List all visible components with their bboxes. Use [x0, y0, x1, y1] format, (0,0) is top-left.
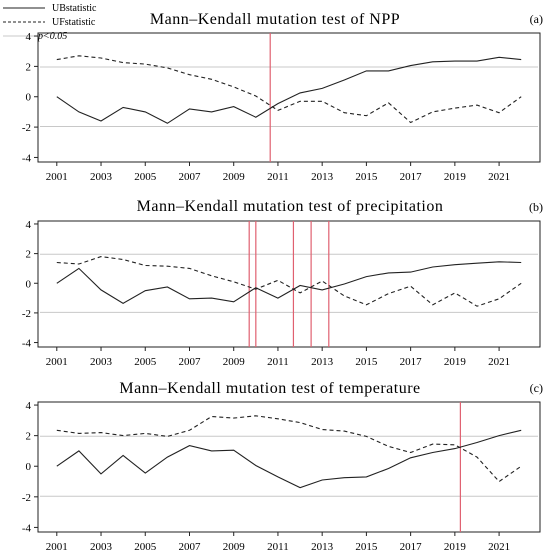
panel-c-ub-line	[56, 429, 522, 489]
panel-c-title: Mann–Kendall mutation test of temperatur…	[119, 380, 420, 397]
panel-a-x-tick-label: 2003	[90, 171, 113, 183]
panel-c-x-tick-label: 2003	[90, 541, 113, 553]
panel-c-x-tick-label: 2021	[488, 541, 510, 553]
panel-c-x-tick-label: 2009	[223, 541, 246, 553]
panel-b-x-tick-label: 2019	[444, 356, 467, 368]
panel-a-uf-line	[56, 55, 522, 124]
legend-p-label: p<0.05	[37, 31, 67, 42]
panel-b-x-tick-label: 2009	[223, 356, 246, 368]
panel-a-x-tick-label: 2011	[267, 171, 289, 183]
panel-b-x-tick-label: 2015	[355, 356, 378, 368]
panel-b-x-tick-label: 2017	[400, 356, 423, 368]
panel-c-x-tick-label: 2005	[134, 541, 157, 553]
panel-a-x-tick-label: 2021	[488, 171, 510, 183]
panel-b-x-tick-label: 2011	[267, 356, 289, 368]
panel-c-y-tick-label: 0	[26, 461, 32, 473]
panel-a-x-tick-label: 2015	[355, 171, 378, 183]
panel-b-uf-line	[56, 256, 522, 307]
panel-a-y-tick-label: -2	[22, 122, 31, 134]
panel-b-plot: -4 -2 0 2 4 2001 2003 2005 2007 2009 2011 2013 2015 2…	[22, 219, 541, 368]
panel-c-y-tick-label: -4	[22, 522, 32, 534]
panel-a-x-tick-label: 2005	[134, 171, 157, 183]
panel-b-y-tick-label: -4	[22, 338, 32, 350]
panel-a-x-tick-label: 2019	[444, 171, 467, 183]
panel-a-x-tick-label: 2013	[311, 171, 334, 183]
panel-a-y-tick-label: 4	[26, 31, 32, 43]
legend-uf-label: UFstatistic	[52, 17, 96, 28]
panel-c-x-tick-label: 2001	[46, 541, 68, 553]
panel-a-y-tick-label: 0	[26, 92, 32, 104]
panel-b-x-tick-label: 2003	[90, 356, 113, 368]
panel-a-plot: -4 -2 0 2 4 2001 2003 2005 2007 2009 2011 2013 2015 2…	[22, 31, 541, 183]
panel-c-x-tick-label: 2013	[311, 541, 334, 553]
panel-c-y-tick-label: 2	[26, 431, 32, 443]
panel-a-x-tick-label: 2007	[178, 171, 201, 183]
panel-a-x-tick-label: 2017	[400, 171, 423, 183]
panel-c-label: (c)	[530, 381, 543, 395]
panel-b-x-tick-label: 2001	[46, 356, 68, 368]
panel-b-y-tick-label: 2	[26, 249, 32, 261]
panel-a-y-tick-label: -4	[22, 152, 32, 164]
panel-c-x-tick-label: 2011	[267, 541, 289, 553]
panel-a-ub-line	[56, 56, 522, 124]
panel-b-ub-line	[56, 261, 522, 304]
panel-a-frame	[37, 32, 541, 163]
panel-b-y-tick-label: 0	[26, 278, 32, 290]
panel-b-x-tick-label: 2007	[178, 356, 201, 368]
panel-b-frame	[37, 220, 541, 348]
panel-a-x-tick-label: 2001	[46, 171, 68, 183]
panel-b-x-tick-label: 2021	[488, 356, 510, 368]
panel-b-y-tick-label: -2	[22, 308, 31, 320]
panel-b-title: Mann–Kendall mutation test of precipitat…	[137, 198, 444, 215]
panel-a-x-tick-label: 2009	[223, 171, 246, 183]
panel-c-x-tick-label: 2019	[444, 541, 467, 553]
panel-a-title: Mann–Kendall mutation test of NPP	[150, 11, 400, 28]
panel-c-plot: -4 -2 0 2 4 2001 2003 2005 2007 2009 2011 2013 2015 2…	[22, 400, 541, 553]
panel-b-x-tick-label: 2005	[134, 356, 157, 368]
legend-ub-label: UBstatistic	[52, 3, 97, 14]
panel-c-x-tick-label: 2007	[178, 541, 201, 553]
panel-a-label: (a)	[530, 12, 543, 26]
panel-c-y-tick-label: -2	[22, 492, 31, 504]
panel-c-frame	[37, 401, 541, 533]
panel-b-y-tick-label: 4	[26, 219, 32, 231]
panel-c-x-tick-label: 2015	[355, 541, 378, 553]
panel-c-x-tick-label: 2017	[400, 541, 423, 553]
panel-c-y-tick-label: 4	[26, 400, 32, 412]
panel-b-x-tick-label: 2013	[311, 356, 334, 368]
legend: UBstatistic UFstatistic p<0.05	[3, 3, 97, 42]
panel-a-y-tick-label: 2	[26, 61, 32, 73]
panel-b-label: (b)	[529, 200, 543, 214]
panel-c-uf-line	[56, 415, 522, 483]
